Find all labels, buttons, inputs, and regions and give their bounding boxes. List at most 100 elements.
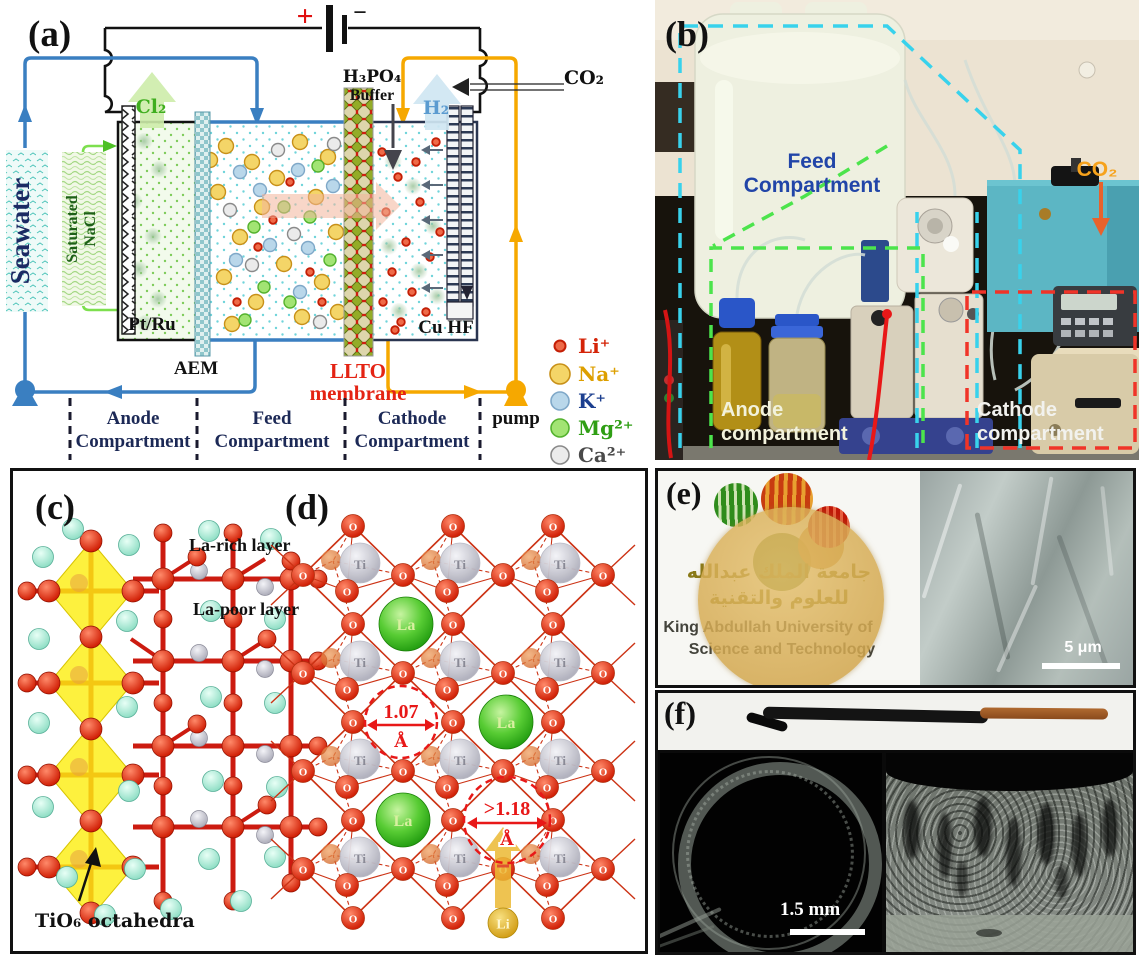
feed-region-outline [678, 24, 1022, 448]
h2-gas-arrow [413, 74, 461, 130]
cross-section-scale-bar [790, 929, 865, 935]
sem-scale-bar [1042, 663, 1120, 669]
legend-na-label: Na⁺ [578, 362, 620, 386]
co2-arrow [1092, 218, 1110, 236]
h2-label: H₂ [423, 97, 449, 119]
aem-membrane [194, 111, 211, 357]
anode-compartment-label-2: Compartment [75, 431, 191, 452]
fiber-cross-section-sem: 1.5 mm [660, 753, 882, 952]
photo-co2-label: CO₂ [1077, 158, 1118, 181]
feed-jug [694, 2, 906, 319]
small-gap-annotation: 1.07 Å [363, 684, 439, 760]
fiber-copper-section [979, 707, 1109, 720]
aem-label: AEM [174, 358, 218, 379]
tio6-pointer-arrow [85, 847, 101, 867]
anode-bottles [712, 298, 826, 433]
h3po4-label: H₃PO₄ [343, 67, 402, 87]
panel-a-schematic: + − pump [5, 0, 633, 465]
seawater-loop [12, 56, 264, 406]
battery-circuit [103, 26, 489, 114]
cathode-compartment-label-1: Cathode [378, 408, 447, 429]
anode-region-outline [709, 246, 925, 448]
panel-a-label: (a) [28, 14, 71, 55]
gap-large-unit: Å [499, 828, 514, 850]
battery-plate-long [326, 5, 333, 52]
panel-e-box: جامعة الملك عبدالله للعلوم والتقنية King… [655, 468, 1136, 688]
cl2-label: Cl₂ [136, 96, 167, 118]
llto-membrane-disc [698, 507, 884, 685]
battery-plate-short [342, 15, 347, 44]
dosing-pump [896, 197, 974, 293]
co2-analyzer [987, 158, 1139, 346]
cathode-compartment-label-2: Compartment [354, 431, 470, 452]
la-rich-label: La-rich layer [189, 535, 290, 555]
nacl-label: NaCl [82, 211, 99, 247]
panel-cd-box: O Ti [10, 468, 648, 954]
water-flux-arrows [421, 145, 443, 293]
photo-cathode-label-1: Cathode [977, 399, 1057, 421]
cu-hollow-fiber [446, 105, 474, 320]
fiber-black-section [762, 706, 989, 724]
cross-section-scale-text: 1.5 mm [780, 899, 841, 920]
sem-scale-text: 5 μm [1064, 639, 1102, 656]
feed-compartment-label-1: Feed [252, 408, 291, 429]
battery-plus-sign: + [296, 0, 313, 33]
compartment-dividers [68, 398, 482, 460]
cuhf-label: Cu HF [418, 317, 473, 338]
battery-minus-sign: − [353, 0, 367, 26]
panel-c-structure: La-rich layer La-poor layer TiO₆ octahed… [17, 487, 328, 932]
panel-c-label: (c) [35, 487, 75, 527]
cathode-loop: pump [386, 56, 540, 429]
peristaltic-pump [1031, 348, 1139, 454]
feed-compartment-label-2: Compartment [214, 431, 330, 452]
tio6-octahedra [48, 540, 134, 918]
li-ion [487, 907, 519, 939]
llto-label-1: LLTO [330, 359, 386, 383]
photo-feed-label-1: Feed [787, 150, 836, 173]
membrane-photo: جامعة الملك عبدالله للعلوم والتقنية King… [658, 471, 920, 685]
ptru-electrode [121, 105, 136, 335]
legend-li-label: Li⁺ [578, 334, 610, 358]
ptru-label: Pt/Ru [128, 314, 176, 335]
buffer-drop-arrow [384, 104, 402, 170]
gap-small-value: 1.07 [384, 701, 419, 723]
legend-na-icon [549, 363, 571, 385]
jug-graduation-label [861, 240, 889, 302]
llto-label-2: membrane [310, 381, 407, 405]
edge-stubs [270, 544, 636, 900]
la-poor-label: La-poor layer [193, 599, 299, 619]
panel-b-label: (b) [665, 14, 709, 54]
li-transport-arrow [262, 182, 400, 230]
red-electrode-wire [867, 315, 889, 460]
fiber-photo: (f) [658, 693, 1133, 750]
llto-membrane-bar [343, 87, 374, 357]
photo-anode-label-2: compartment [721, 423, 848, 445]
legend-li-icon [553, 339, 567, 353]
photo-anode-label-1: Anode [721, 399, 783, 421]
panel-f-box: (f) 1.5 mm [655, 690, 1136, 955]
panel-d-label: (d) [285, 487, 329, 527]
gap-large-value: >1.18 [484, 798, 530, 820]
legend-ca-label: Ca²⁺ [578, 443, 626, 465]
saturated-label: Saturated [64, 195, 81, 263]
membrane-sem: 5 μm [920, 471, 1133, 685]
legend-ca-icon [550, 445, 570, 465]
tio6-label: TiO₆ octahedra [35, 910, 195, 932]
seawater-label: Seawater [5, 178, 35, 284]
seawater-reservoir [6, 150, 48, 312]
legend-mg-label: Mg²⁺ [578, 416, 633, 440]
legend-mg-icon [550, 418, 570, 438]
legend-k-label: K⁺ [578, 389, 606, 413]
fiber-wall-sem [886, 753, 1133, 952]
large-gap-annotation: >1.18 Å [462, 775, 552, 865]
cl2-gas-arrow [128, 72, 176, 128]
panel-f-label: (f) [664, 695, 696, 731]
buffer-label: Buffer [350, 87, 394, 104]
pump-label: pump [492, 408, 540, 429]
panel-e-label: (e) [666, 475, 702, 511]
cathode-region-outline [965, 290, 1137, 450]
wall-knob [1078, 61, 1096, 79]
legend-k-icon [550, 391, 570, 411]
photo-cathode-label-2: compartment [977, 423, 1104, 445]
